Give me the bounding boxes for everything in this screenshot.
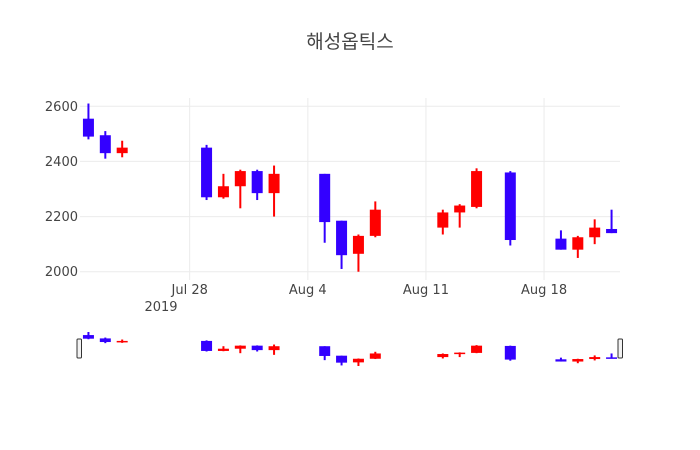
range-slider-candle-body [217, 348, 229, 351]
range-slider-candle-body [352, 358, 364, 363]
chart-title: 해성옵틱스 [306, 31, 393, 53]
candle-body [234, 171, 246, 187]
range-slider-candle-body [116, 340, 128, 343]
range-slider-candle-body [555, 359, 567, 362]
candle-body [217, 186, 229, 198]
range-slider-candle-body [369, 353, 381, 359]
candles [82, 103, 618, 272]
candle-body [589, 227, 601, 238]
y-axis: 2000 2200 2400 2600 [45, 100, 78, 280]
range-slider-candle-body [201, 340, 213, 351]
x-tick-label: Aug 18 [521, 283, 567, 298]
range-slider-candle-body [319, 346, 331, 356]
candle-body [99, 135, 111, 154]
candle-body [352, 235, 364, 254]
y-tick-label: 2400 [45, 155, 78, 170]
candle-body [572, 237, 584, 250]
range-slider-background [80, 330, 620, 368]
range-slider-right-handle[interactable] [617, 338, 623, 359]
range-slider-candle-body [589, 357, 601, 360]
candle-body [606, 228, 618, 234]
candle-body [437, 212, 449, 228]
candle-body [268, 173, 280, 194]
range-slider[interactable] [76, 330, 623, 368]
x-tick-year-label: 2019 [144, 300, 177, 315]
candle-body [251, 171, 263, 194]
range-slider-candle-body [606, 357, 618, 359]
candle-body [471, 171, 483, 207]
grid-layer [80, 98, 620, 280]
x-tick-label: Jul 28 [171, 283, 208, 298]
x-tick-label: Aug 4 [289, 283, 327, 298]
y-tick-label: 2000 [45, 265, 78, 280]
range-slider-candle-body [572, 359, 584, 362]
y-tick-label: 2600 [45, 100, 78, 115]
candle-body [82, 118, 94, 137]
candle-body [555, 238, 567, 250]
range-slider-left-handle[interactable] [76, 338, 82, 359]
x-tick-label: Aug 11 [403, 283, 449, 298]
candle-body [116, 147, 128, 154]
candle-body [319, 173, 331, 223]
y-tick-label: 2200 [45, 210, 78, 225]
range-slider-candle-body [437, 354, 449, 358]
range-slider-candle-body [504, 345, 516, 360]
candle-body [336, 220, 348, 256]
range-slider-candle-body [82, 335, 94, 339]
x-axis: 2019 Jul 28 Aug 4 Aug 11 Aug 18 [144, 283, 567, 315]
range-slider-candle-body [234, 345, 246, 349]
range-slider-candle-body [251, 345, 263, 351]
candle-body [201, 147, 213, 198]
range-slider-candle-body [471, 345, 483, 353]
range-slider-candle-body [268, 346, 280, 351]
range-slider-candle-body [454, 352, 466, 355]
candle-body [504, 172, 516, 241]
candle-body [454, 205, 466, 213]
range-slider-candle-body [99, 338, 111, 343]
range-slider-candle-body [336, 355, 348, 363]
candle-body [369, 209, 381, 236]
